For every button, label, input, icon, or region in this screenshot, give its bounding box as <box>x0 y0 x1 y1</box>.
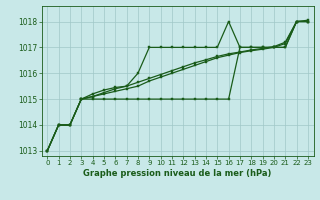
X-axis label: Graphe pression niveau de la mer (hPa): Graphe pression niveau de la mer (hPa) <box>84 169 272 178</box>
